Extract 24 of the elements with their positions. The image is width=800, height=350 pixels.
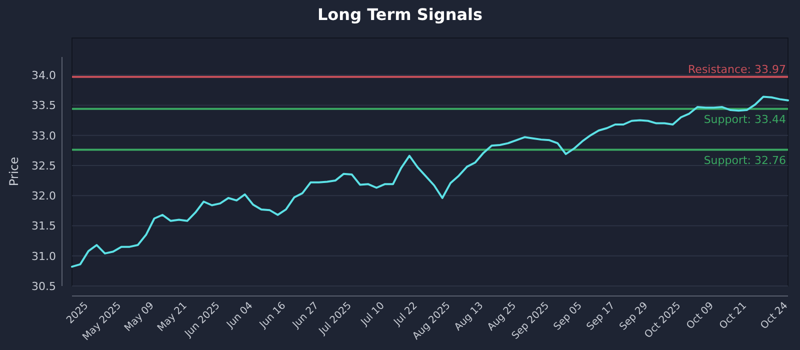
x-tick-label: Jun 16 xyxy=(257,300,288,332)
x-tick-label: Sep 05 xyxy=(552,300,584,333)
y-tick-label: 33.0 xyxy=(32,129,56,142)
x-tick-label: Aug 13 xyxy=(452,300,486,334)
x-tick-label: Jul 22 xyxy=(392,300,420,329)
ref-line-label: Support: 32.76 xyxy=(704,154,786,167)
line-series xyxy=(71,96,789,268)
y-tick-label: 31.5 xyxy=(32,220,56,233)
chart-title: Long Term Signals xyxy=(317,5,483,24)
ref-line-label: Resistance: 33.97 xyxy=(688,62,786,76)
y-tick-label: 34.0 xyxy=(32,69,56,82)
y-axis-title: Price xyxy=(7,156,21,186)
y-tick-label: 30.5 xyxy=(32,280,56,293)
x-tick-label: Jun 04 xyxy=(224,300,256,332)
x-tick-label: Oct 09 xyxy=(684,300,716,332)
x-tick-label: Jul 10 xyxy=(358,300,387,329)
x-tick-label: Sep 17 xyxy=(584,300,618,333)
y-tick-label: 33.5 xyxy=(32,99,56,112)
y-tick-label: 32.5 xyxy=(32,159,56,172)
ref-line-label: Support: 33.44 xyxy=(704,112,786,126)
y-tick-label: 31.0 xyxy=(32,250,56,263)
x-tick-label: Oct 24 xyxy=(758,300,790,332)
y-tick-label: 32.0 xyxy=(32,190,56,203)
x-tick-label: Oct 21 xyxy=(718,300,749,332)
